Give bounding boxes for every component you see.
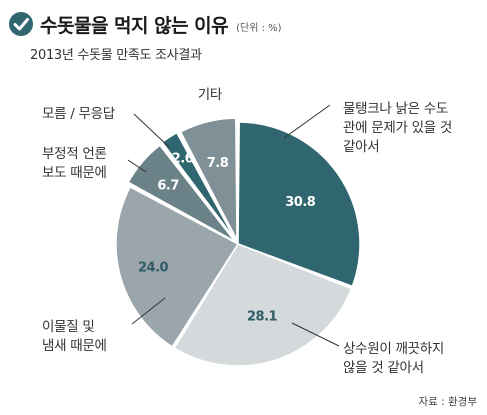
slice-value-label-1: 30.8 [285, 195, 316, 210]
slice-category-label-4-line-1: 부정적 언론 [42, 146, 107, 162]
title-row: 수돗물을 먹지 않는 이유 (단위 : %) [8, 8, 282, 40]
chart-subtitle: 2013년 수돗물 만족도 조사결과 [30, 48, 202, 63]
pie-slice-3 [115, 185, 240, 348]
slice-category-label-4-line-2: 보도 때문에 [42, 165, 107, 181]
slice-category-label-1-line-3: 같아서 [343, 139, 379, 155]
pie-slice-2 [173, 243, 353, 367]
pie-slice-5 [161, 131, 236, 241]
slice-value-label-2: 28.1 [247, 310, 278, 325]
slice-category-label-1-line-1: 물탱크나 낡은 수도 [343, 101, 448, 117]
source-note: 자료 : 환경부 [418, 396, 477, 408]
pie-slice-4 [127, 144, 236, 243]
slice-category-label-1-line-2: 관에 문제가 있을 것 [343, 120, 452, 136]
pie-slice-6 [179, 117, 238, 241]
leader-line-3 [131, 297, 166, 325]
slice-value-label-3: 24.0 [138, 260, 169, 275]
slice-category-label-3-line-2: 냄새 때문에 [42, 338, 107, 354]
slice-value-label-5: 2.6 [172, 152, 194, 167]
slice-category-label-3-line-1: 이물질 및 [42, 319, 94, 335]
slice-category-label-2-line-2: 않을 것 같아서 [343, 360, 424, 376]
slice-category-label-5-line-1: 모름 / 무응답 [42, 106, 115, 122]
slice-category-label-6-line-1: 기타 [198, 87, 223, 103]
unit-label: (단위 : %) [236, 22, 282, 34]
slice-category-label-2-line-1: 상수원이 깨끗하지 [343, 341, 444, 357]
leader-line-1 [283, 104, 331, 139]
chart-title: 수돗물을 먹지 않는 이유 [40, 14, 229, 37]
slice-value-label-4: 6.7 [157, 178, 179, 193]
leader-line-5 [133, 113, 170, 148]
check-icon [9, 12, 33, 36]
slice-value-label-6: 7.8 [207, 156, 229, 171]
leader-line-4 [127, 159, 147, 173]
leader-line-2 [291, 322, 340, 347]
pie-slice-1 [237, 121, 361, 288]
